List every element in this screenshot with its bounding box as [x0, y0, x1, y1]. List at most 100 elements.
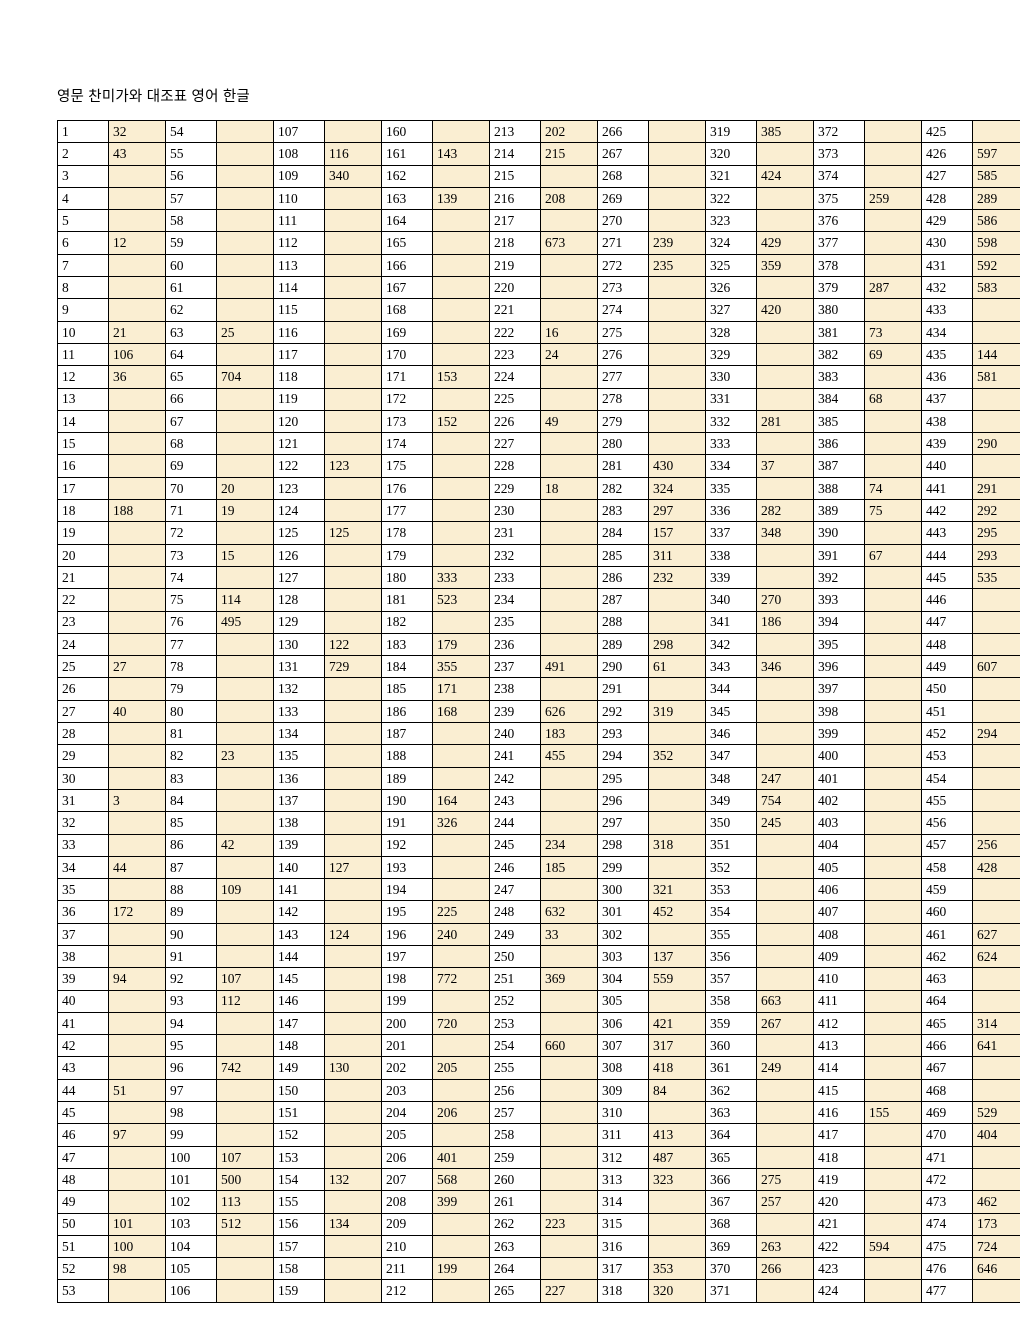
hymn-value-cell: 3	[108, 788, 166, 813]
hymn-index-cell: 156	[273, 1212, 325, 1236]
hymn-value-cell	[972, 699, 1020, 724]
hymn-value-cell: 257	[756, 1190, 814, 1214]
hymn-index-cell: 299	[597, 855, 649, 880]
hymn-index-cell: 245	[489, 833, 541, 857]
hymn-index-cell: 372	[813, 119, 865, 144]
hymn-value-cell	[216, 387, 274, 411]
hymn-value-cell	[648, 320, 706, 344]
hymn-index-cell: 262	[489, 1212, 541, 1236]
hymn-value-cell	[324, 432, 382, 456]
hymn-index-cell: 160	[381, 119, 433, 144]
table-row: 3891144197250303137356409462624515	[57, 944, 1020, 969]
table-row: 146712017315222649279332281385438491451	[57, 409, 1020, 434]
hymn-index-cell: 5	[57, 209, 109, 233]
hymn-value-cell: 27	[108, 655, 166, 679]
hymn-index-cell: 368	[705, 1212, 757, 1236]
hymn-index-cell: 174	[381, 432, 433, 456]
hymn-index-cell: 319	[705, 119, 757, 144]
hymn-index-cell: 175	[381, 454, 433, 478]
hymn-value-cell: 523	[432, 588, 490, 612]
table-row: 469799152205258311413364417470404523	[57, 1123, 1020, 1147]
hymn-value-cell	[756, 1279, 814, 1303]
hymn-value-cell: 318	[648, 833, 706, 857]
hymn-index-cell: 380	[813, 298, 865, 322]
hymn-value-cell	[864, 1123, 922, 1147]
hymn-index-cell: 149	[273, 1056, 325, 1080]
hymn-index-cell: 233	[489, 565, 541, 590]
hymn-index-cell: 396	[813, 655, 865, 679]
hymn-index-cell: 193	[381, 855, 433, 880]
hymn-index-cell: 198	[381, 967, 433, 991]
hymn-index-cell: 226	[489, 409, 541, 434]
hymn-value-cell: 583	[972, 276, 1020, 300]
hymn-value-cell	[972, 677, 1020, 701]
hymn-value-cell	[216, 521, 274, 545]
hymn-value-cell	[216, 454, 274, 478]
table-row: 274080133186168239626292319345398451504	[57, 699, 1020, 724]
hymn-value-cell	[540, 1056, 598, 1080]
hymn-index-cell: 143	[273, 922, 325, 946]
hymn-value-cell: 25	[216, 320, 274, 344]
hymn-value-cell	[540, 811, 598, 835]
hymn-value-cell	[108, 1167, 166, 1192]
hymn-index-cell: 22	[57, 588, 109, 612]
hymn-value-cell	[324, 1034, 382, 1058]
hymn-value-cell	[972, 878, 1020, 902]
hymn-index-cell: 41	[57, 1011, 109, 1036]
hymn-value-cell	[972, 744, 1020, 768]
hymn-index-cell: 309	[597, 1078, 649, 1103]
hymn-value-cell: 418	[648, 1056, 706, 1080]
hymn-value-cell	[540, 878, 598, 902]
hymn-value-cell: 107	[216, 967, 274, 991]
hymn-index-cell: 459	[921, 878, 973, 902]
hymn-index-cell: 274	[597, 298, 649, 322]
hymn-index-cell: 249	[489, 922, 541, 946]
hymn-index-cell: 460	[921, 900, 973, 924]
table-row: 298223135188241455294352347400453506548	[57, 744, 1020, 768]
hymn-index-cell: 394	[813, 610, 865, 634]
hymn-value-cell	[972, 119, 1020, 144]
hymn-index-cell: 86	[165, 833, 217, 857]
table-row: 4910211315520839926131436725742047346252…	[57, 1190, 1020, 1214]
hymn-value-cell	[864, 1056, 922, 1080]
hymn-index-cell: 446	[921, 588, 973, 612]
hymn-index-cell: 43	[57, 1056, 109, 1080]
hymn-index-cell: 147	[273, 1011, 325, 1036]
hymn-index-cell: 404	[813, 833, 865, 857]
hymn-index-cell: 42	[57, 1034, 109, 1058]
hymn-index-cell: 472	[921, 1167, 973, 1192]
hymn-index-cell: 269	[597, 186, 649, 211]
hymn-index-cell: 25	[57, 655, 109, 679]
hymn-value-cell	[972, 409, 1020, 434]
hymn-index-cell: 103	[165, 1212, 217, 1236]
hymn-value-cell	[972, 387, 1020, 411]
hymn-value-cell: 287	[864, 276, 922, 300]
hymn-index-cell: 373	[813, 142, 865, 166]
hymn-value-cell	[432, 944, 490, 969]
hymn-value-cell	[216, 1078, 274, 1103]
hymn-index-cell: 10	[57, 320, 109, 344]
hymn-value-cell: 139	[432, 186, 490, 211]
hymn-value-cell: 295	[972, 521, 1020, 545]
hymn-index-cell: 337	[705, 521, 757, 545]
hymn-index-cell: 211	[381, 1257, 433, 1281]
hymn-value-cell	[432, 342, 490, 367]
hymn-index-cell: 295	[597, 766, 649, 790]
hymn-value-cell	[432, 521, 490, 545]
hymn-index-cell: 435	[921, 342, 973, 367]
hymn-value-cell: 206	[432, 1101, 490, 1125]
hymn-index-cell: 206	[381, 1145, 433, 1169]
hymn-value-cell	[324, 409, 382, 434]
hymn-value-cell	[864, 788, 922, 813]
hymn-value-cell: 772	[432, 967, 490, 991]
hymn-value-cell: 164	[432, 788, 490, 813]
hymn-index-cell: 329	[705, 342, 757, 367]
hymn-index-cell: 220	[489, 276, 541, 300]
hymn-index-cell: 197	[381, 944, 433, 969]
hymn-value-cell: 123	[324, 454, 382, 478]
hymn-index-cell: 260	[489, 1167, 541, 1192]
hymn-value-cell	[864, 766, 922, 790]
hymn-value-cell: 19	[216, 499, 274, 523]
hymn-index-cell: 413	[813, 1034, 865, 1058]
hymn-index-cell: 283	[597, 499, 649, 523]
